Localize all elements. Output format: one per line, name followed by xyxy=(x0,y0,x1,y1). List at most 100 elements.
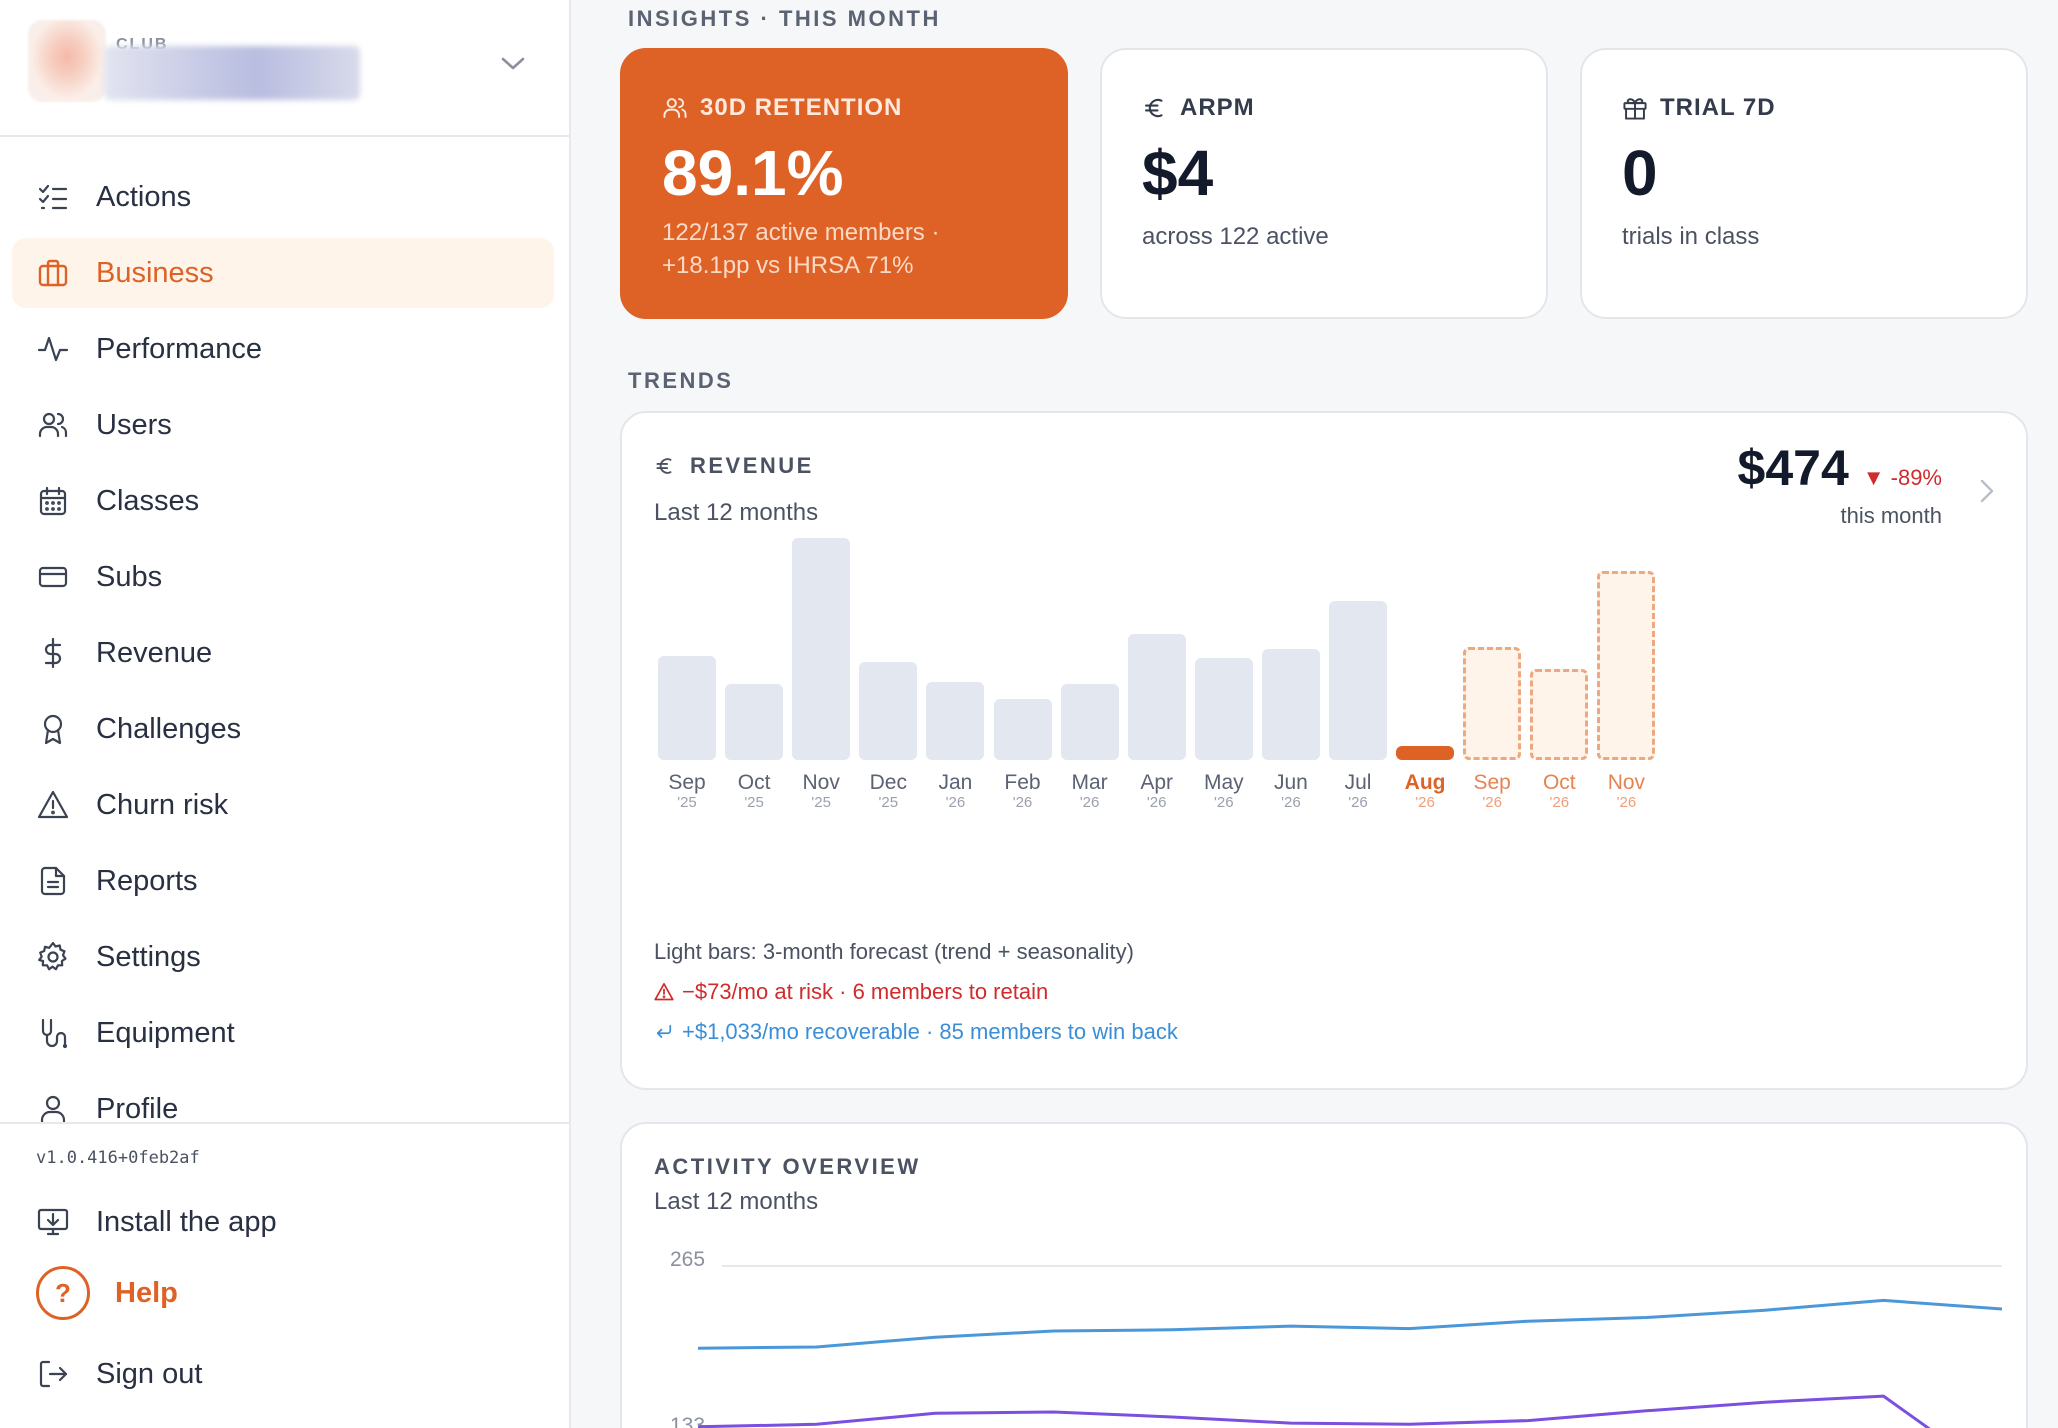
revenue-tick-month: Sep xyxy=(1473,771,1511,794)
retention-card[interactable]: 30D RETENTION 89.1% 122/137 active membe… xyxy=(620,48,1068,319)
revenue-tick-month: Oct xyxy=(1542,771,1576,794)
revenue-tick-month: Jan xyxy=(938,771,973,794)
sidebar-item-label: Profile xyxy=(96,1092,179,1125)
trial-value: 0 xyxy=(1622,137,1658,209)
trial-card[interactable]: TRIAL 7D 0 trials in class xyxy=(1580,48,2028,319)
sidebar-item-settings[interactable]: Settings xyxy=(12,922,554,992)
gear-icon xyxy=(36,940,70,974)
sidebar-item-reports[interactable]: Reports xyxy=(12,846,554,916)
sidebar-item-label: Users xyxy=(96,408,172,441)
chevron-right-icon[interactable] xyxy=(1978,477,1996,505)
gift-icon xyxy=(1623,98,1647,120)
revenue-tick-year: '25 xyxy=(677,794,697,811)
sidebar-item-label: Challenges xyxy=(96,712,242,745)
revenue-bar-forecast[interactable] xyxy=(1463,647,1522,760)
recover-line[interactable]: +$1,033/mo recoverable · 85 members to w… xyxy=(654,1019,1178,1045)
file-icon xyxy=(36,864,70,898)
credit-card-icon xyxy=(36,560,70,594)
sidebar-nav: Actions Business Performance xyxy=(12,162,554,1150)
revenue-bar-past[interactable] xyxy=(792,538,851,760)
activity-subtitle: Last 12 months xyxy=(654,1188,819,1215)
recover-text: +$1,033/mo recoverable · 85 members to w… xyxy=(682,1019,1178,1044)
sidebar-item-challenges[interactable]: Challenges xyxy=(12,694,554,764)
trial-title: TRIAL 7D xyxy=(1622,94,1776,122)
trends-section-label: TRENDS xyxy=(628,368,734,393)
sidebar-item-revenue[interactable]: Revenue xyxy=(12,618,554,688)
revenue-bar-past[interactable] xyxy=(993,699,1052,760)
revenue-bar-past[interactable] xyxy=(926,682,985,760)
arpm-title-text: ARPM xyxy=(1180,94,1255,121)
sidebar-item-subs[interactable]: Subs xyxy=(12,542,554,612)
activity-series-line-2[interactable] xyxy=(697,1394,2002,1428)
trial-title-text: TRIAL 7D xyxy=(1660,94,1776,121)
revenue-tick-month: Jul xyxy=(1344,771,1372,794)
revenue-title-text: REVENUE xyxy=(690,453,814,478)
revenue-tick-year: '26 xyxy=(1146,794,1167,811)
activity-line-chart xyxy=(697,1265,2003,1428)
briefcase-icon xyxy=(36,256,70,290)
help-label: Help xyxy=(115,1276,178,1309)
sidebar-item-label: Classes xyxy=(96,484,200,517)
revenue-tick-year: '26 xyxy=(1415,794,1435,811)
pulse-icon xyxy=(36,332,70,366)
activity-title: ACTIVITY OVERVIEW xyxy=(654,1154,921,1179)
revenue-bar-past[interactable] xyxy=(1060,684,1119,760)
sign-out-label: Sign out xyxy=(96,1357,203,1390)
revenue-bar-past[interactable] xyxy=(859,662,918,760)
revenue-bar-past[interactable] xyxy=(658,656,716,760)
sidebar-item-performance[interactable]: Performance xyxy=(12,314,554,384)
sign-out-button[interactable]: Sign out xyxy=(0,1344,569,1404)
sidebar-item-equipment[interactable]: Equipment xyxy=(12,998,554,1068)
sidebar-item-label: Reports xyxy=(96,864,198,897)
revenue-tick-year: '25 xyxy=(878,794,899,811)
sidebar-item-users[interactable]: Users xyxy=(12,390,554,460)
revenue-tick-year: '26 xyxy=(1348,794,1368,811)
sidebar-item-classes[interactable]: Classes xyxy=(12,466,554,536)
revenue-subtitle: Last 12 months xyxy=(654,499,819,526)
sidebar-item-label: Settings xyxy=(96,940,201,973)
arpm-value: $4 xyxy=(1142,137,1214,209)
user-icon xyxy=(36,1092,70,1126)
revenue-summary: $474 ▼ -89% xyxy=(1738,439,1942,497)
revenue-bar-past[interactable] xyxy=(725,684,784,760)
revenue-tick-month: Nov xyxy=(1607,771,1646,794)
insights-section-label: INSIGHTS · THIS MONTH xyxy=(628,6,941,31)
club-switcher[interactable]: CLUB xyxy=(0,0,569,137)
help-icon: ? xyxy=(36,1266,90,1320)
revenue-tick-month: Oct xyxy=(737,771,771,794)
sidebar-item-label: Actions xyxy=(96,180,192,213)
revenue-tick-year: '26 xyxy=(1012,794,1033,811)
revenue-bar-past[interactable] xyxy=(1261,649,1320,760)
revenue-bar-forecast[interactable] xyxy=(1530,669,1589,760)
revenue-bar-past[interactable] xyxy=(1127,634,1186,760)
sidebar-item-actions[interactable]: Actions xyxy=(12,162,554,232)
revenue-title: REVENUE xyxy=(654,453,814,479)
sidebar-item-business[interactable]: Business xyxy=(12,238,554,308)
club-name-redacted xyxy=(104,46,360,100)
risk-line[interactable]: −$73/mo at risk · 6 members to retain xyxy=(654,979,1048,1005)
revenue-tick-year: '25 xyxy=(744,794,764,811)
award-icon xyxy=(36,712,70,746)
sidebar-item-label: Subs xyxy=(96,560,163,593)
arpm-card[interactable]: ARPM $4 across 122 active xyxy=(1100,48,1548,319)
install-app-button[interactable]: Install the app xyxy=(0,1192,569,1252)
revenue-bar-chart: Sep '25 Oct '25 Nov '25 Dec '25 Jan '26 Feb '26 Mar '… xyxy=(622,413,2025,1093)
revenue-tick-month: Nov xyxy=(802,771,840,794)
euro-icon xyxy=(656,458,672,474)
revenue-bar-past[interactable] xyxy=(1194,658,1253,760)
chevron-down-icon[interactable] xyxy=(500,56,526,72)
revenue-tick-month: Feb xyxy=(1004,771,1041,794)
club-logo xyxy=(28,20,106,102)
revenue-tick-year: '26 xyxy=(1079,794,1100,811)
revenue-tick-year: '26 xyxy=(1616,794,1637,811)
help-button[interactable]: ? Help xyxy=(0,1258,569,1328)
sidebar-item-profile[interactable]: Profile xyxy=(12,1074,554,1144)
revenue-card[interactable]: REVENUE Last 12 months $474 ▼ -89% this … xyxy=(620,411,2028,1090)
activity-series-line-1[interactable] xyxy=(697,1298,2003,1350)
sidebar-item-churn-risk[interactable]: Churn risk xyxy=(12,770,554,840)
revenue-bar-current[interactable] xyxy=(1396,746,1455,760)
revenue-bar-forecast[interactable] xyxy=(1597,571,1656,760)
sidebar-footer: v1.0.416+0feb2af Install the app ? Help … xyxy=(0,1122,569,1428)
activity-card[interactable]: ACTIVITY OVERVIEW Last 12 months 265 133 xyxy=(620,1122,2028,1428)
revenue-bar-past[interactable] xyxy=(1329,601,1387,760)
